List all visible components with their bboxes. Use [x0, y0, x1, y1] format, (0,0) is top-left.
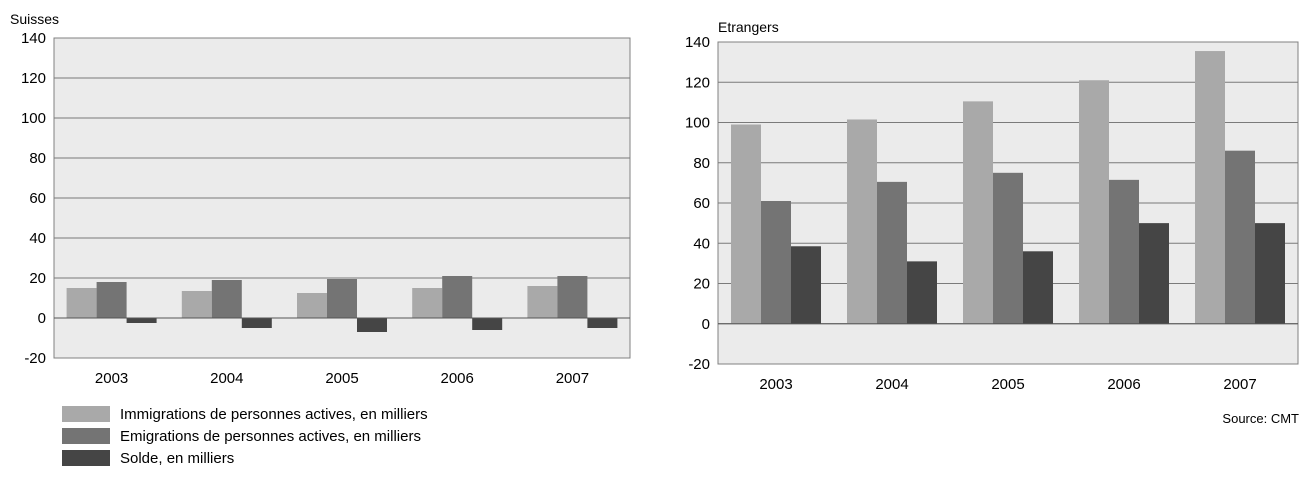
etrangers-x-tick-label: 2004 — [875, 376, 908, 393]
etrangers-y-tick-label: 20 — [693, 276, 710, 293]
legend-label-emigrations: Emigrations de personnes actives, en mil… — [120, 427, 421, 445]
suisses-bar-2005-s1 — [327, 279, 357, 318]
suisses-bar-2006-s0 — [412, 288, 443, 318]
suisses-y-tick-label: 80 — [29, 150, 46, 167]
suisses-y-tick-label: 100 — [21, 110, 46, 127]
etrangers-y-tick-label: 40 — [693, 235, 710, 252]
etrangers-bar-2003-s0 — [731, 124, 761, 324]
legend-label-solde: Solde, en milliers — [120, 449, 235, 467]
etrangers-x-tick-label: 2006 — [1107, 376, 1140, 393]
suisses-bar-2005-s2 — [357, 318, 387, 332]
suisses-bar-2006-s1 — [442, 276, 473, 318]
suisses-bar-2007-s2 — [587, 318, 618, 328]
suisses-bar-2006-s2 — [472, 318, 503, 330]
suisses-bar-2007-s0 — [527, 286, 558, 318]
etrangers-bar-2004-s1 — [877, 181, 907, 324]
etrangers-chart: Etrangers 140 120 100 80 60 40 20 0 -20 2003 2004 20… — [685, 19, 1299, 393]
etrangers-bar-2004-s2 — [907, 261, 937, 324]
suisses-y-tick-label: 20 — [29, 270, 46, 287]
suisses-y-tick-label: 0 — [38, 310, 46, 327]
etrangers-chart-title: Etrangers — [718, 19, 779, 35]
etrangers-x-tick-label: 2005 — [991, 376, 1024, 393]
suisses-chart-title: Suisses — [10, 11, 59, 27]
etrangers-bar-2005-s0 — [963, 101, 993, 324]
etrangers-bar-2004-s0 — [847, 119, 877, 324]
legend-swatch-emigrations — [62, 428, 110, 444]
legend-label-immigrations: Immigrations de personnes actives, en mi… — [120, 405, 428, 423]
etrangers-x-tick-label: 2007 — [1223, 376, 1256, 393]
suisses-y-tick-label: 60 — [29, 190, 46, 207]
etrangers-bar-2005-s2 — [1023, 251, 1053, 324]
legend-item-solde: Solde, en milliers — [62, 448, 428, 468]
suisses-y-tick-label: 120 — [21, 70, 46, 87]
etrangers-y-tick-label: 0 — [702, 316, 710, 333]
suisses-chart: Suisses 140 120 100 80 60 40 20 0 -20 2003 2004 2005… — [10, 11, 631, 387]
suisses-x-tick-label: 2003 — [95, 370, 128, 387]
source-note: Source: CMT — [1222, 411, 1299, 426]
etrangers-bar-2003-s2 — [791, 246, 821, 324]
suisses-x-tick-label: 2004 — [210, 370, 243, 387]
suisses-y-tick-label: -20 — [24, 350, 46, 367]
etrangers-bar-2006-s0 — [1079, 80, 1109, 324]
suisses-x-tick-label: 2007 — [556, 370, 589, 387]
legend-item-emigrations: Emigrations de personnes actives, en mil… — [62, 426, 428, 446]
suisses-bar-2003-s0 — [66, 288, 97, 318]
suisses-x-tick-label: 2006 — [441, 370, 474, 387]
suisses-bar-2003-s1 — [96, 282, 127, 318]
etrangers-x-tick-label: 2003 — [759, 376, 792, 393]
suisses-y-tick-label: 140 — [21, 30, 46, 47]
etrangers-y-tick-label: 140 — [685, 34, 710, 51]
etrangers-y-tick-label: 60 — [693, 195, 710, 212]
legend-item-immigrations: Immigrations de personnes actives, en mi… — [62, 404, 428, 424]
etrangers-bar-2005-s1 — [993, 172, 1023, 324]
suisses-y-tick-label: 40 — [29, 230, 46, 247]
suisses-bar-2004-s1 — [211, 280, 242, 318]
etrangers-y-tick-label: 80 — [693, 155, 710, 172]
suisses-bar-2004-s2 — [241, 318, 272, 328]
suisses-bar-2007-s1 — [557, 276, 588, 318]
legend-swatch-solde — [62, 450, 110, 466]
etrangers-bar-2007-s2 — [1255, 223, 1285, 324]
etrangers-bar-2006-s1 — [1109, 179, 1139, 324]
suisses-bar-2004-s0 — [181, 291, 212, 318]
legend-swatch-immigrations — [62, 406, 110, 422]
suisses-x-tick-label: 2005 — [325, 370, 358, 387]
suisses-bar-2005-s0 — [297, 293, 327, 318]
etrangers-y-tick-label: 100 — [685, 115, 710, 132]
etrangers-bar-2003-s1 — [761, 200, 791, 324]
legend: Immigrations de personnes actives, en mi… — [62, 404, 428, 470]
etrangers-y-tick-label: -20 — [688, 356, 710, 373]
suisses-bar-2003-s2 — [126, 318, 157, 323]
etrangers-bar-2007-s1 — [1225, 150, 1255, 324]
etrangers-bar-2007-s0 — [1195, 51, 1225, 324]
etrangers-bar-2006-s2 — [1139, 223, 1169, 324]
etrangers-y-tick-label: 120 — [685, 74, 710, 91]
